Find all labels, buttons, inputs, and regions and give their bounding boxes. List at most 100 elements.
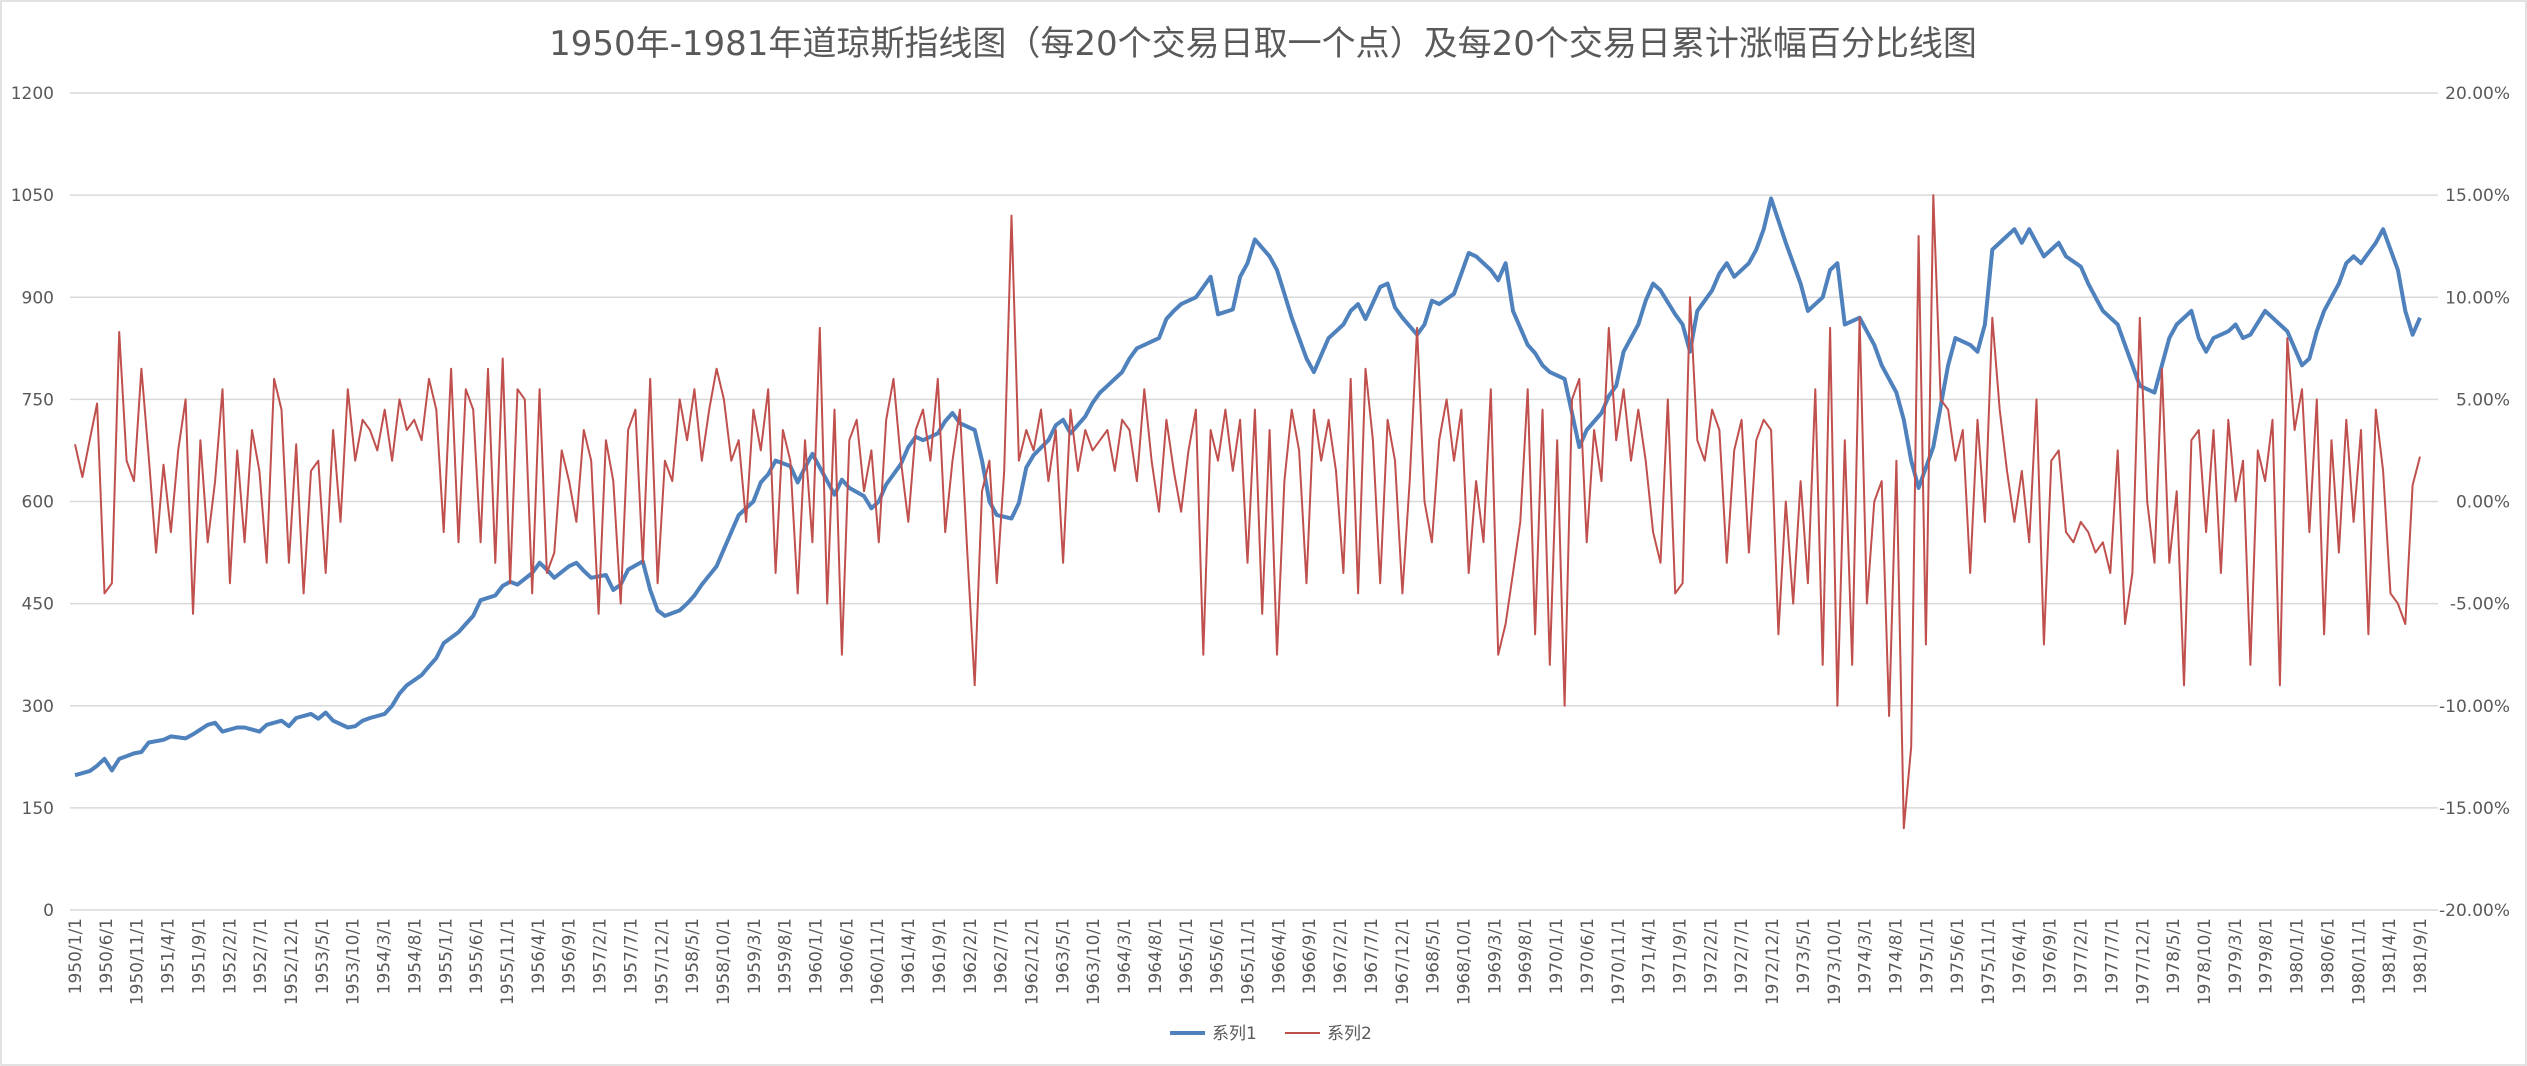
x-tick-label: 1965/6/1 bbox=[1208, 918, 1228, 994]
x-tick-label: 1958/5/1 bbox=[683, 918, 703, 994]
x-tick-label: 1955/1/1 bbox=[436, 918, 456, 994]
x-tick-label: 1966/4/1 bbox=[1269, 918, 1289, 994]
x-tick-label: 1963/10/1 bbox=[1084, 918, 1104, 1005]
y-axis-right: -20.00% -15.00% -10.00% -5.00% 0.00% 5.00% 10.… bbox=[2439, 84, 2510, 921]
x-tick-label: 1951/4/1 bbox=[159, 918, 179, 994]
x-tick-label: 1950/6/1 bbox=[97, 918, 117, 994]
y2-tick-label: 5.00% bbox=[2456, 390, 2510, 410]
x-tick-label: 1959/8/1 bbox=[776, 918, 796, 994]
y2-tick-label: -10.00% bbox=[2439, 697, 2510, 717]
x-axis: 1950/1/1 1950/6/1 1950/11/1 1951/4/1 1951/9/… bbox=[66, 918, 2431, 1005]
x-tick-label: 1971/4/1 bbox=[1640, 918, 1660, 994]
x-tick-label: 1974/3/1 bbox=[1856, 918, 1876, 994]
x-tick-label: 1977/2/1 bbox=[2072, 918, 2092, 994]
x-tick-label: 1953/5/1 bbox=[313, 918, 333, 994]
x-tick-label: 1971/9/1 bbox=[1670, 918, 1690, 994]
x-tick-label: 1960/11/1 bbox=[868, 918, 888, 1005]
x-tick-label: 1964/3/1 bbox=[1115, 918, 1135, 994]
x-tick-label: 1957/7/1 bbox=[621, 918, 641, 994]
x-tick-label: 1952/12/1 bbox=[282, 918, 302, 1005]
x-tick-label: 1977/7/1 bbox=[2102, 918, 2122, 994]
x-tick-label: 1961/9/1 bbox=[930, 918, 950, 994]
x-tick-label: 1962/2/1 bbox=[961, 918, 981, 994]
x-tick-label: 1952/2/1 bbox=[220, 918, 240, 994]
x-tick-label: 1967/2/1 bbox=[1331, 918, 1351, 994]
x-tick-label: 1967/12/1 bbox=[1393, 918, 1413, 1005]
x-tick-label: 1981/4/1 bbox=[2380, 918, 2400, 994]
x-tick-label: 1968/5/1 bbox=[1424, 918, 1444, 994]
x-tick-label: 1980/6/1 bbox=[2318, 918, 2338, 994]
x-tick-label: 1967/7/1 bbox=[1362, 918, 1382, 994]
y-axis-left: 0 150 300 450 600 750 900 1050 1200 bbox=[11, 84, 54, 921]
x-tick-label: 1964/8/1 bbox=[1146, 918, 1166, 994]
x-tick-label: 1961/4/1 bbox=[899, 918, 919, 994]
y-tick-label: 0 bbox=[43, 901, 54, 921]
x-tick-label: 1950/1/1 bbox=[66, 918, 86, 994]
x-tick-label: 1975/11/1 bbox=[1979, 918, 1999, 1005]
y-tick-label: 900 bbox=[22, 288, 54, 308]
x-tick-label: 1957/2/1 bbox=[591, 918, 611, 994]
x-tick-label: 1952/7/1 bbox=[251, 918, 271, 994]
x-tick-label: 1966/9/1 bbox=[1300, 918, 1320, 994]
x-tick-label: 1981/9/1 bbox=[2411, 918, 2431, 994]
y2-tick-label: -15.00% bbox=[2439, 799, 2510, 819]
x-tick-label: 1980/1/1 bbox=[2288, 918, 2308, 994]
x-tick-label: 1973/10/1 bbox=[1825, 918, 1845, 1005]
x-tick-label: 1969/8/1 bbox=[1516, 918, 1536, 994]
y2-tick-label: -20.00% bbox=[2439, 901, 2510, 921]
x-tick-label: 1976/9/1 bbox=[2041, 918, 2061, 994]
x-tick-label: 1955/6/1 bbox=[467, 918, 487, 994]
x-tick-label: 1976/4/1 bbox=[2010, 918, 2030, 994]
x-tick-label: 1978/10/1 bbox=[2195, 918, 2215, 1005]
x-tick-label: 1965/1/1 bbox=[1177, 918, 1197, 994]
x-tick-label: 1962/12/1 bbox=[1023, 918, 1043, 1005]
x-tick-label: 1953/10/1 bbox=[344, 918, 364, 1005]
x-tick-label: 1977/12/1 bbox=[2133, 918, 2153, 1005]
x-tick-label: 1951/9/1 bbox=[189, 918, 209, 994]
x-tick-label: 1963/5/1 bbox=[1053, 918, 1073, 994]
x-tick-label: 1960/6/1 bbox=[837, 918, 857, 994]
y-tick-label: 750 bbox=[22, 390, 54, 410]
x-tick-label: 1975/1/1 bbox=[1917, 918, 1937, 994]
series-lines bbox=[74, 194, 2422, 830]
y2-tick-label: -5.00% bbox=[2450, 595, 2510, 615]
x-tick-label: 1969/3/1 bbox=[1485, 918, 1505, 994]
x-tick-label: 1972/12/1 bbox=[1763, 918, 1783, 1005]
legend-label-series-1: 系列1 bbox=[1212, 1024, 1257, 1044]
x-tick-label: 1956/4/1 bbox=[529, 918, 549, 994]
legend-label-series-2: 系列2 bbox=[1327, 1024, 1372, 1044]
y2-tick-label: 0.00% bbox=[2456, 493, 2510, 513]
x-tick-label: 1979/8/1 bbox=[2257, 918, 2277, 994]
y-tick-label: 450 bbox=[22, 595, 54, 615]
x-tick-label: 1962/7/1 bbox=[992, 918, 1012, 994]
x-tick-label: 1970/1/1 bbox=[1547, 918, 1567, 994]
x-tick-label: 1954/3/1 bbox=[375, 918, 395, 994]
x-tick-label: 1978/5/1 bbox=[2164, 918, 2184, 994]
x-tick-label: 1954/8/1 bbox=[405, 918, 425, 994]
x-tick-label: 1958/10/1 bbox=[714, 918, 734, 1005]
y-tick-label: 600 bbox=[22, 493, 54, 513]
y-tick-label: 1050 bbox=[11, 186, 54, 206]
x-tick-label: 1975/6/1 bbox=[1948, 918, 1968, 994]
x-tick-label: 1955/11/1 bbox=[498, 918, 518, 1005]
x-tick-label: 1959/3/1 bbox=[745, 918, 765, 994]
series-line-2 bbox=[74, 194, 2421, 830]
x-tick-label: 1965/11/1 bbox=[1239, 918, 1259, 1005]
x-tick-label: 1968/10/1 bbox=[1454, 918, 1474, 1005]
y2-tick-label: 10.00% bbox=[2445, 288, 2510, 308]
y2-tick-label: 15.00% bbox=[2445, 186, 2510, 206]
chart-title: 1950年-1981年道琼斯指线图（每20个交易日取一个点）及每20个交易日累计… bbox=[549, 24, 1977, 64]
x-tick-label: 1970/6/1 bbox=[1578, 918, 1598, 994]
x-tick-label: 1980/11/1 bbox=[2349, 918, 2369, 1005]
x-tick-label: 1950/11/1 bbox=[128, 918, 148, 1005]
x-tick-label: 1960/1/1 bbox=[807, 918, 827, 994]
y2-tick-label: 20.00% bbox=[2445, 84, 2510, 104]
x-tick-label: 1974/8/1 bbox=[1886, 918, 1906, 994]
y-tick-label: 1200 bbox=[11, 84, 54, 104]
x-tick-label: 1972/2/1 bbox=[1701, 918, 1721, 994]
x-tick-label: 1973/5/1 bbox=[1794, 918, 1814, 994]
y-tick-label: 150 bbox=[22, 799, 54, 819]
